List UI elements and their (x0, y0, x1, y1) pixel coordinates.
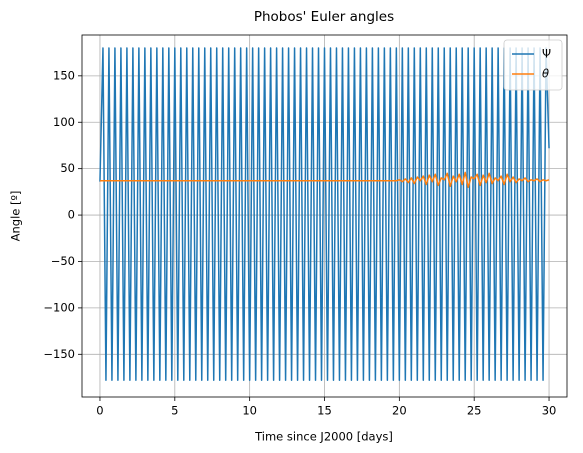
legend-label: θ (542, 67, 549, 81)
y-tick-label: 150 (53, 68, 75, 82)
x-tick-label: 5 (171, 404, 178, 418)
y-tick-label: −150 (43, 347, 75, 361)
legend-box (503, 39, 563, 91)
x-tick-label: 20 (392, 404, 407, 418)
plot-frame (81, 34, 568, 398)
y-axis-label: Angle [º] (9, 191, 23, 242)
series-line (99, 171, 550, 188)
legend-label: Ψ (542, 47, 551, 61)
x-tick-label: 10 (242, 404, 257, 418)
x-tick-label: 30 (542, 404, 557, 418)
chart-title: Phobos' Euler angles (254, 9, 394, 25)
series-line (99, 47, 550, 382)
x-tick-label: 25 (467, 404, 482, 418)
y-tick-label: 0 (68, 208, 75, 222)
y-tick-label: −50 (51, 254, 75, 268)
y-tick-label: 50 (60, 161, 75, 175)
x-axis-label: Time since J2000 [days] (254, 430, 393, 444)
x-tick-label: 0 (96, 404, 103, 418)
x-tick-label: 15 (317, 404, 332, 418)
y-tick-label: 100 (53, 115, 75, 129)
y-tick-label: −100 (43, 300, 75, 314)
